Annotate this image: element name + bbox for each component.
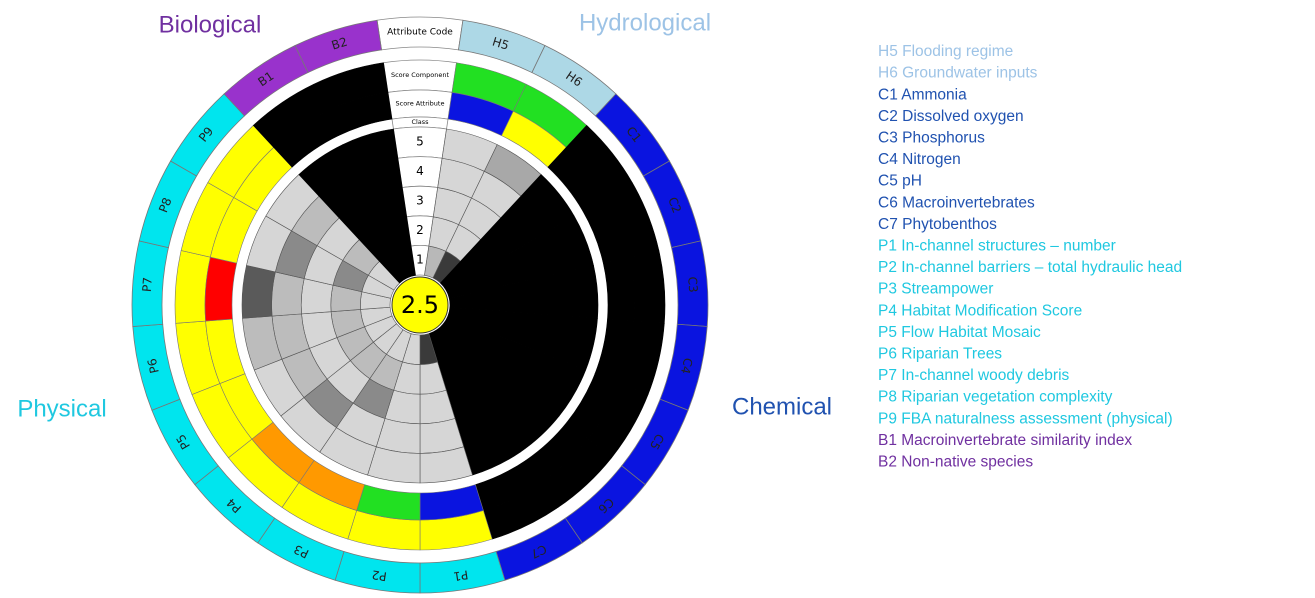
legend-item: B2 Non-native species (878, 453, 1033, 470)
legend-item: P4 Habitat Modification Score (878, 302, 1082, 319)
attribute-code: P8 (156, 196, 174, 215)
group-label: Chemical (732, 393, 832, 420)
overall-score: 2.5 (401, 291, 439, 319)
legend-item: C2 Dissolved oxygen (878, 108, 1024, 125)
attribute-code: P2 (371, 567, 388, 583)
class-level-label: 1 (416, 253, 424, 267)
attribute-ring-cell (294, 19, 383, 74)
header-label: Score Component (391, 71, 449, 79)
legend-item: C7 Phytobenthos (878, 216, 997, 233)
header-label: Score Attribute (396, 100, 445, 108)
attribute-code: B2 (330, 35, 349, 53)
header-label: Class (411, 118, 429, 126)
legend-item: P5 Flow Habitat Mosaic (878, 324, 1041, 341)
legend-item: P6 Riparian Trees (878, 345, 1002, 362)
header-label: Attribute Code (387, 28, 453, 38)
attribute-code: C2 (665, 195, 684, 215)
score-attribute-cell (602, 256, 636, 322)
attribute-code: C5 (647, 431, 667, 452)
class-cell (271, 271, 305, 317)
attribute-code: P3 (292, 542, 311, 561)
legend-item: C1 Ammonia (878, 86, 967, 103)
class-level-label: 3 (416, 194, 424, 208)
class-cell (241, 265, 276, 319)
attribute-code: C7 (528, 542, 549, 562)
group-label: Physical (17, 395, 106, 422)
attribute-code: H5 (491, 35, 511, 53)
legend-item: P9 FBA naturalness assessment (physical) (878, 410, 1173, 427)
overall-score-circle (391, 276, 449, 334)
legend-item: C3 Phosphorus (878, 129, 985, 146)
group-label: Hydrological (579, 9, 711, 36)
legend-item: P1 In-channel structures – number (878, 237, 1116, 254)
attribute-code: C4 (678, 356, 695, 375)
legend-item: H5 Flooding regime (878, 43, 1013, 60)
group-label: Biological (159, 11, 262, 38)
legend-item: P2 In-channel barriers – total hydraulic… (878, 259, 1182, 276)
legend-item: C5 pH (878, 173, 922, 190)
legend-item: P8 Riparian vegetation complexity (878, 389, 1113, 406)
attribute-code: P5 (173, 432, 193, 452)
legend-item: H6 Groundwater inputs (878, 65, 1038, 82)
legend-item: C4 Nitrogen (878, 151, 961, 168)
attribute-code: C3 (685, 276, 700, 293)
class-cell-black (342, 128, 416, 279)
class-level-label: 2 (416, 223, 424, 237)
attribute-code: P7 (140, 277, 155, 293)
attribute-code: P1 (452, 567, 469, 583)
legend-item: P3 Streampower (878, 281, 993, 298)
legend-item: C6 Macroinvertebrates (878, 194, 1035, 211)
class-level-label: 5 (416, 134, 424, 148)
legend-item: P7 In-channel woody debris (878, 367, 1070, 384)
score-attribute-cell (204, 256, 238, 322)
legend-item: B1 Macroinvertebrate similarity index (878, 432, 1132, 449)
class-level-label: 4 (416, 164, 424, 178)
attribute-code: P6 (145, 357, 162, 375)
score-attribute-cell (326, 92, 393, 137)
